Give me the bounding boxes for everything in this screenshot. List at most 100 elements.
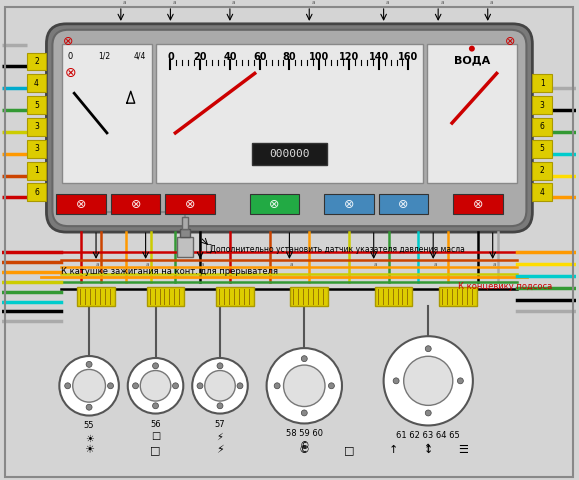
Text: a: a bbox=[440, 0, 444, 5]
Text: □: □ bbox=[151, 445, 161, 455]
Circle shape bbox=[457, 378, 463, 384]
Circle shape bbox=[152, 363, 159, 369]
Circle shape bbox=[59, 356, 119, 416]
Text: a: a bbox=[373, 262, 377, 267]
Circle shape bbox=[133, 383, 138, 389]
Text: 61 62 63 64 65: 61 62 63 64 65 bbox=[397, 432, 460, 441]
Text: К катушке зажигания на конт. для прерывателя: К катушке зажигания на конт. для прерыва… bbox=[61, 267, 278, 276]
Circle shape bbox=[425, 410, 431, 416]
Text: 80: 80 bbox=[283, 51, 296, 61]
Bar bbox=[532, 140, 552, 158]
Text: 5: 5 bbox=[34, 101, 39, 109]
Text: 🛢: 🛢 bbox=[205, 242, 211, 252]
Text: 60: 60 bbox=[253, 51, 266, 61]
Circle shape bbox=[192, 358, 248, 414]
Bar bbox=[250, 194, 299, 214]
Text: Дополнительно установить датчик указателя давления масла: Дополнительно установить датчик указател… bbox=[210, 245, 465, 254]
Bar bbox=[379, 194, 428, 214]
Text: a: a bbox=[386, 0, 389, 5]
Text: a: a bbox=[123, 0, 126, 5]
Text: 6: 6 bbox=[540, 122, 545, 132]
Text: a: a bbox=[145, 262, 149, 267]
Circle shape bbox=[152, 403, 159, 409]
Text: 4/4: 4/4 bbox=[134, 51, 146, 60]
Text: 0: 0 bbox=[68, 51, 73, 60]
Circle shape bbox=[205, 371, 235, 401]
Circle shape bbox=[425, 346, 431, 352]
Text: 20: 20 bbox=[193, 51, 207, 61]
Bar bbox=[532, 96, 552, 114]
Circle shape bbox=[301, 410, 307, 416]
Text: ☰: ☰ bbox=[458, 445, 468, 455]
Bar bbox=[182, 217, 188, 229]
FancyBboxPatch shape bbox=[46, 24, 532, 232]
Text: 3: 3 bbox=[34, 144, 39, 153]
Bar bbox=[427, 44, 516, 182]
Bar bbox=[27, 118, 46, 136]
Text: К концевику подсоса: К концевику подсоса bbox=[458, 282, 552, 291]
Text: a: a bbox=[290, 262, 293, 267]
Text: 55: 55 bbox=[84, 421, 94, 431]
Text: ⊗: ⊗ bbox=[269, 198, 280, 211]
Bar bbox=[27, 162, 46, 180]
Circle shape bbox=[217, 363, 223, 369]
Circle shape bbox=[108, 383, 113, 389]
Circle shape bbox=[140, 371, 171, 401]
Circle shape bbox=[173, 383, 178, 389]
Text: ⊗: ⊗ bbox=[130, 198, 141, 211]
Text: ↑: ↑ bbox=[424, 444, 433, 453]
Text: ©: © bbox=[299, 441, 309, 451]
Text: ВОДА: ВОДА bbox=[454, 56, 490, 66]
Text: ↑: ↑ bbox=[389, 445, 398, 455]
Bar bbox=[27, 183, 46, 201]
Text: a: a bbox=[232, 0, 236, 5]
Text: ⊗: ⊗ bbox=[63, 35, 74, 48]
Text: ⊗: ⊗ bbox=[398, 198, 409, 211]
Text: ↕: ↕ bbox=[424, 445, 433, 455]
Text: 5: 5 bbox=[540, 144, 545, 153]
Bar bbox=[375, 287, 412, 306]
Circle shape bbox=[328, 383, 335, 389]
Bar bbox=[77, 287, 115, 306]
Text: ⚡: ⚡ bbox=[216, 445, 224, 455]
Text: ©: © bbox=[299, 445, 310, 455]
Circle shape bbox=[469, 46, 475, 52]
Circle shape bbox=[266, 348, 342, 423]
Text: ☀: ☀ bbox=[85, 433, 93, 444]
Text: 3: 3 bbox=[34, 122, 39, 132]
Text: 1: 1 bbox=[540, 79, 545, 88]
Text: □: □ bbox=[151, 432, 160, 442]
Bar bbox=[439, 287, 477, 306]
Text: 140: 140 bbox=[369, 51, 389, 61]
Text: 2: 2 bbox=[540, 166, 545, 175]
Bar bbox=[146, 287, 184, 306]
Text: a: a bbox=[493, 262, 496, 267]
Circle shape bbox=[384, 336, 473, 425]
Circle shape bbox=[404, 356, 453, 406]
Text: a: a bbox=[433, 262, 437, 267]
Circle shape bbox=[73, 370, 105, 402]
Circle shape bbox=[128, 358, 184, 414]
Text: 58 59 60: 58 59 60 bbox=[286, 430, 323, 438]
Text: 100: 100 bbox=[309, 51, 329, 61]
Bar bbox=[27, 74, 46, 92]
Text: a: a bbox=[96, 262, 100, 267]
Bar bbox=[56, 194, 106, 214]
Text: 4: 4 bbox=[34, 79, 39, 88]
Circle shape bbox=[217, 403, 223, 409]
Text: a: a bbox=[200, 262, 204, 267]
Circle shape bbox=[301, 356, 307, 361]
Text: 57: 57 bbox=[215, 420, 225, 429]
Text: a: a bbox=[490, 0, 493, 5]
Text: ⊗: ⊗ bbox=[505, 35, 516, 48]
Text: a: a bbox=[173, 0, 176, 5]
Bar bbox=[27, 140, 46, 158]
Text: ⊗: ⊗ bbox=[344, 198, 354, 211]
Circle shape bbox=[284, 365, 325, 407]
Bar bbox=[532, 118, 552, 136]
Bar bbox=[180, 229, 190, 237]
FancyBboxPatch shape bbox=[53, 30, 526, 226]
Text: ⊗: ⊗ bbox=[472, 198, 483, 211]
Text: ⊗: ⊗ bbox=[64, 65, 76, 80]
Circle shape bbox=[65, 383, 71, 389]
